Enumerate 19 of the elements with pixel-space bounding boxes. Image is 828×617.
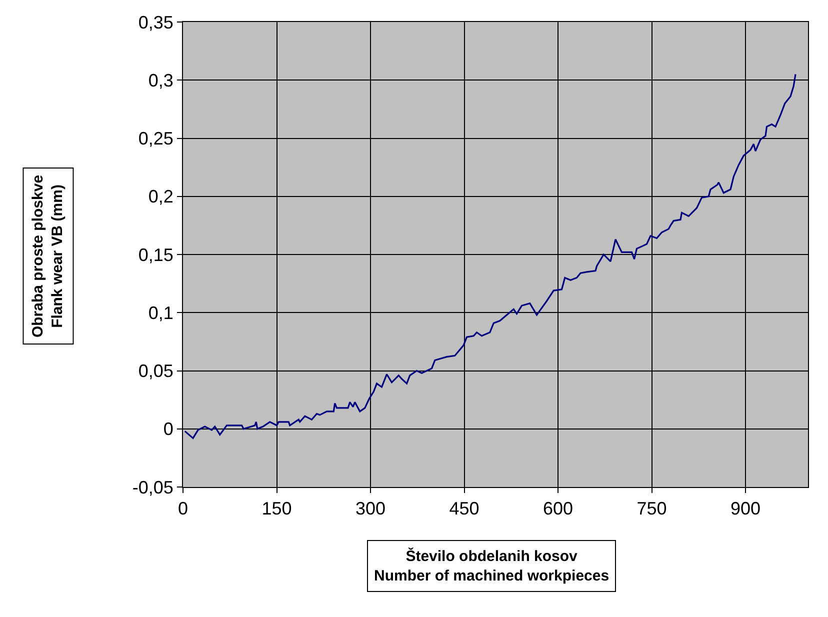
y-axis-title: Obraba proste ploskve Flank wear VB (mm) [30,174,66,338]
x-tick-label: 450 [449,498,480,519]
x-axis-title: Število obdelanih kosov Number of machined workpieces [374,547,610,584]
y-tick-label: 0,25 [138,128,174,149]
y-tick-label: 0,2 [148,186,174,207]
x-tick-label: 900 [730,498,761,519]
y-tick-label: 0,3 [148,70,174,90]
y-tick-label: 0,35 [138,12,174,32]
y-tick-label: 0,15 [138,244,174,265]
y-tick-label: -0,05 [132,477,174,498]
y-tick-label: 0 [163,419,174,440]
x-tick-label: 600 [542,498,574,519]
y-tick-label: 0,05 [138,361,174,382]
x-tick-label: 150 [262,498,292,519]
line-series [184,74,796,439]
x-tick-label: 0 [178,498,188,519]
x-tick-label: 300 [355,498,386,519]
y-tick-label: 0,1 [148,302,174,323]
x-tick-label: 750 [636,498,667,519]
